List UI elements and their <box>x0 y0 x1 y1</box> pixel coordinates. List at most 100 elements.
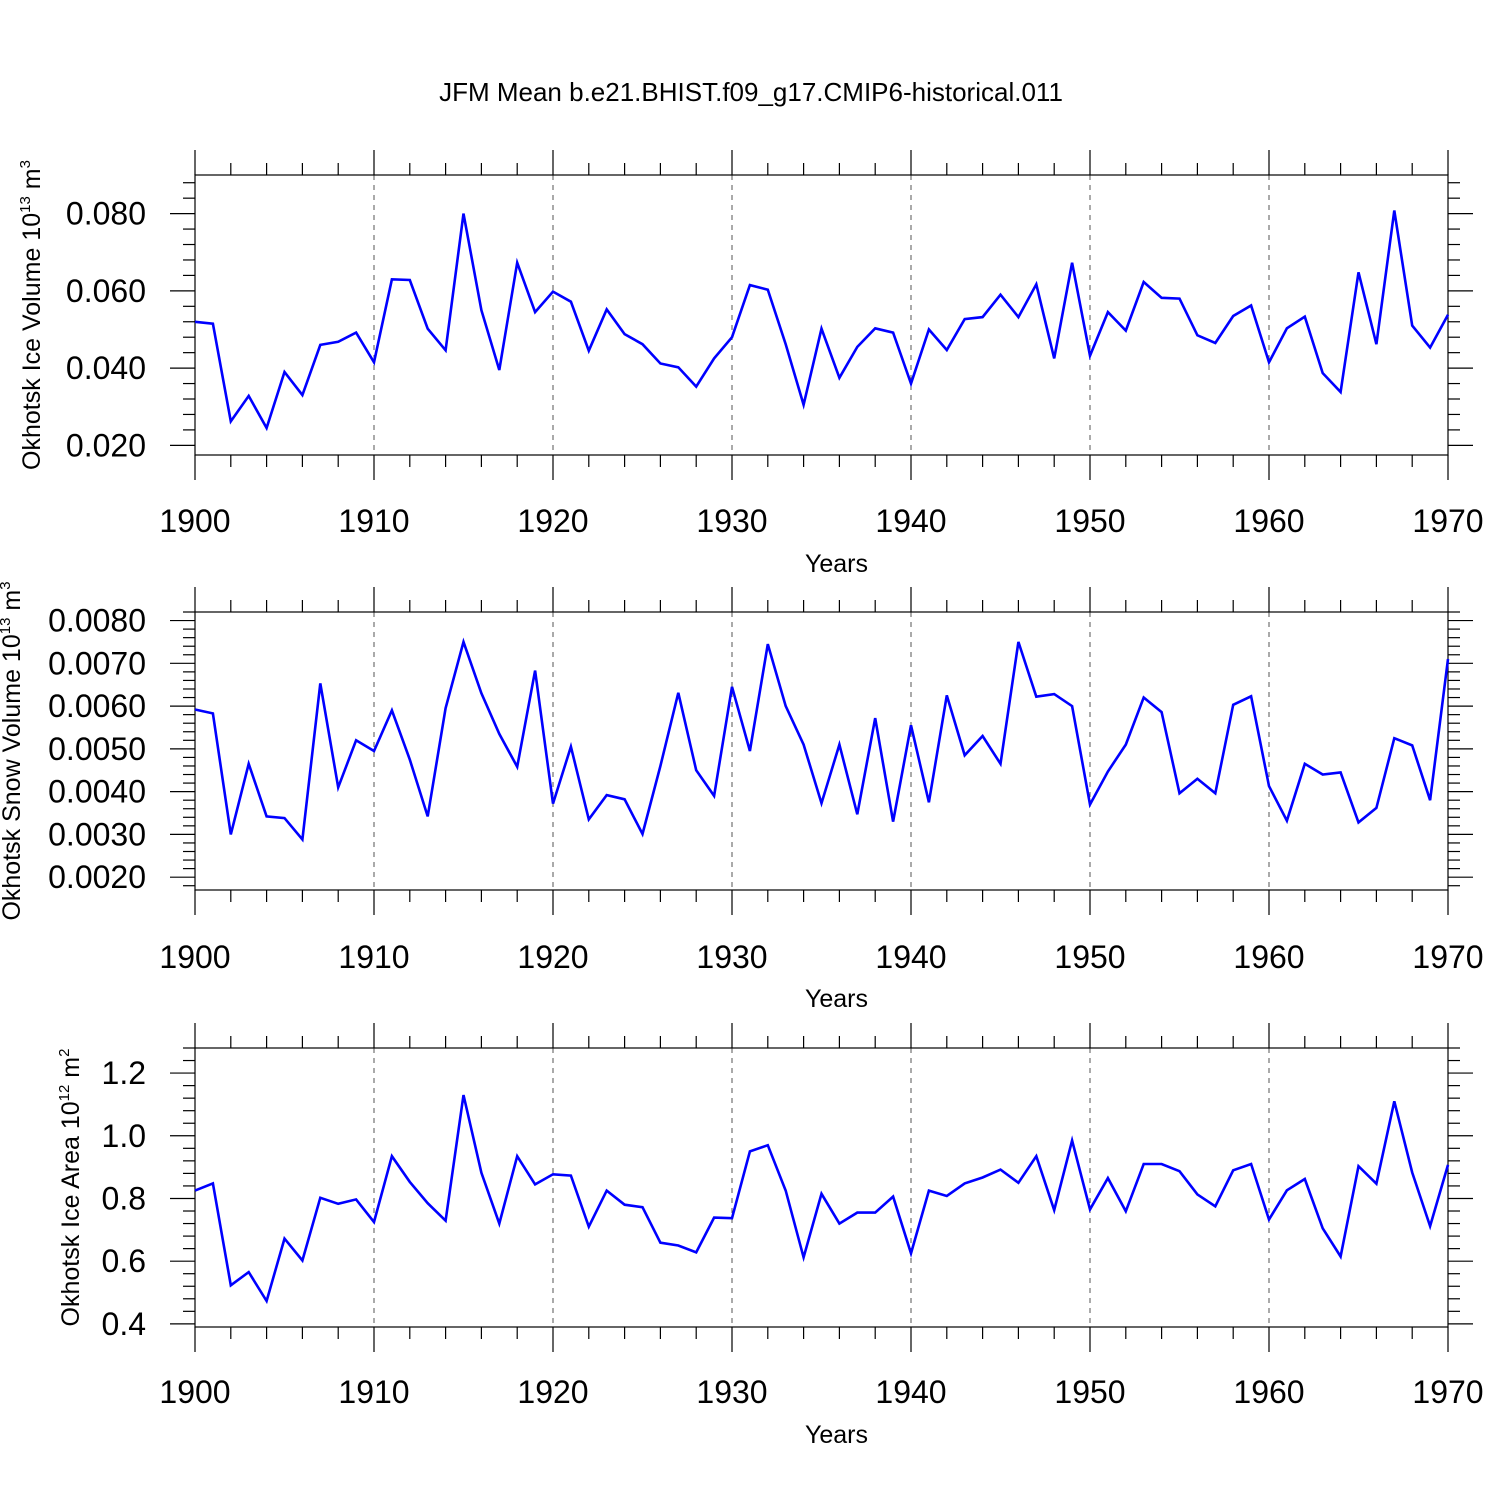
data-point <box>515 1154 519 1158</box>
x-axis-label: Years <box>805 1421 868 1449</box>
series-line-1 <box>194 210 1450 432</box>
data-point <box>1124 329 1128 333</box>
data-point <box>605 793 609 797</box>
chart-panel-3: 1900 1910 1920 1930 1940 1950 1960 1970 0.4 0.6 0.… <box>56 1023 1484 1449</box>
data-point <box>1410 743 1414 747</box>
data-point <box>1303 762 1307 766</box>
data-point <box>1034 695 1038 699</box>
data-point <box>784 342 788 346</box>
data-point <box>784 1189 788 1193</box>
data-point <box>247 394 251 398</box>
data-point <box>945 693 949 697</box>
data-point <box>1249 304 1253 308</box>
y-axis-label-part: 13 <box>17 196 34 213</box>
data-point <box>211 1181 215 1185</box>
data-point <box>1178 791 1182 795</box>
x-tick-label: 1930 <box>696 1374 767 1410</box>
data-point <box>676 691 680 695</box>
data-point <box>1106 1176 1110 1180</box>
data-point <box>784 704 788 708</box>
y-tick-label: 0.0030 <box>48 816 146 852</box>
data-point <box>1374 342 1378 346</box>
data-point <box>1303 1177 1307 1181</box>
x-tick-label: 1910 <box>338 503 409 539</box>
figure-title: JFM Mean b.e21.BHIST.f09_g17.CMIP6-histo… <box>439 77 1063 107</box>
x-tick-label: 1950 <box>1054 939 1125 975</box>
data-point <box>1106 310 1110 314</box>
data-point <box>1231 1168 1235 1172</box>
y-axis-label-part: Okhotsk Snow Volume 10 <box>0 634 26 920</box>
data-point <box>999 1168 1003 1172</box>
data-point <box>1410 324 1414 328</box>
data-point <box>426 327 430 331</box>
x-tick-label: 1930 <box>696 503 767 539</box>
data-point <box>283 816 287 820</box>
data-point <box>1034 1154 1038 1158</box>
x-tick-label: 1900 <box>159 939 230 975</box>
y-tick-label: 0.0060 <box>48 688 146 724</box>
data-point <box>1321 371 1325 375</box>
data-point <box>855 1211 859 1215</box>
data-point <box>229 419 233 423</box>
data-point <box>265 426 269 430</box>
data-point <box>766 1143 770 1147</box>
data-point <box>802 403 806 407</box>
data-point <box>1142 280 1146 284</box>
x-tick-label: 1940 <box>875 939 946 975</box>
x-tick-label: 1930 <box>696 939 767 975</box>
data-point <box>318 1196 322 1200</box>
data-point <box>587 817 591 821</box>
data-point <box>1303 315 1307 319</box>
data-point <box>1016 1181 1020 1185</box>
data-point <box>300 838 304 842</box>
data-point <box>1392 736 1396 740</box>
data-point <box>981 1175 985 1179</box>
data-point <box>1088 354 1092 358</box>
data-point <box>1392 209 1396 213</box>
x-tick-label: 1910 <box>338 1374 409 1410</box>
x-tick-label: 1920 <box>517 1374 588 1410</box>
x-tick-label: 1900 <box>159 1374 230 1410</box>
data-point <box>999 293 1003 297</box>
data-point <box>694 1250 698 1254</box>
data-point <box>1052 692 1056 696</box>
data-point <box>390 1154 394 1158</box>
data-point <box>229 832 233 836</box>
y-tick-label: 1.2 <box>102 1055 146 1091</box>
data-point <box>658 361 662 365</box>
data-point <box>1231 314 1235 318</box>
data-point <box>855 812 859 816</box>
y-axis-label: Okhotsk Snow Volume 1013 m3 <box>0 581 26 920</box>
data-point <box>909 382 913 386</box>
y-axis-label-part: 3 <box>0 581 14 589</box>
data-point <box>211 711 215 715</box>
data-point <box>336 340 340 344</box>
data-point <box>641 832 645 836</box>
data-point <box>408 758 412 762</box>
x-tick-label: 1940 <box>875 1374 946 1410</box>
series-line-3 <box>194 1094 1450 1305</box>
x-tick-label: 1970 <box>1412 503 1483 539</box>
data-point <box>891 820 895 824</box>
data-point <box>1428 346 1432 350</box>
data-point <box>497 732 501 736</box>
data-point <box>444 1219 448 1223</box>
data-point <box>855 345 859 349</box>
data-point <box>1088 1207 1092 1211</box>
data-point <box>265 1299 269 1303</box>
data-point <box>1410 1170 1414 1174</box>
data-point <box>372 749 376 753</box>
data-point <box>1070 1138 1074 1142</box>
data-point <box>551 1172 555 1176</box>
data-point <box>1070 704 1074 708</box>
y-tick-label: 0.8 <box>102 1180 146 1216</box>
data-point <box>766 642 770 646</box>
data-point <box>820 1192 824 1196</box>
data-point <box>1195 333 1199 337</box>
data-point <box>569 1174 573 1178</box>
data-point <box>551 290 555 294</box>
data-point <box>1267 360 1271 364</box>
data-point <box>730 685 734 689</box>
y-tick-label: 0.080 <box>66 196 146 232</box>
data-point <box>533 669 537 673</box>
